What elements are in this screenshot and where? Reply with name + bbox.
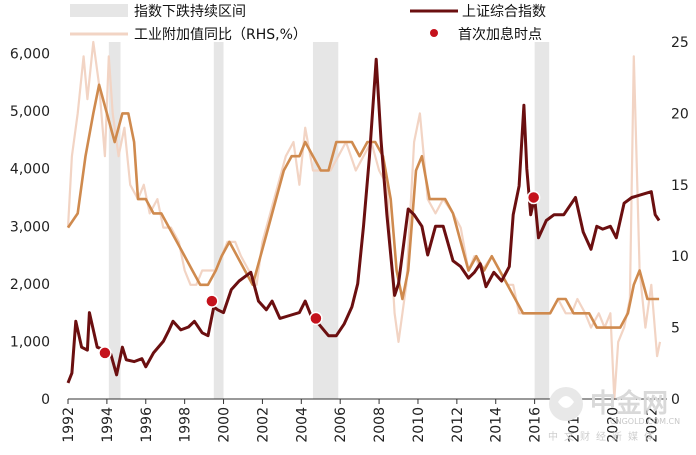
rate-hike-point-1 bbox=[98, 346, 112, 360]
legend-label-band: 指数下跌持续区间 bbox=[134, 3, 246, 20]
axes: 01,0002,0003,0004,0005,0006,000051015202… bbox=[10, 35, 689, 443]
x-tick-label: 1994 bbox=[100, 407, 116, 443]
x-tick-label: 2016 bbox=[528, 407, 544, 443]
x-tick-label: 1996 bbox=[139, 407, 155, 443]
x-tick-label: 2012 bbox=[450, 407, 466, 443]
series-layer bbox=[66, 40, 662, 401]
x-tick-label: 2002 bbox=[255, 407, 271, 443]
x-tick-label: 2020 bbox=[605, 407, 621, 443]
x-tick-label: 2004 bbox=[294, 407, 310, 443]
watermark-logo-mark bbox=[558, 396, 574, 408]
x-tick-label: 2022 bbox=[644, 407, 660, 443]
rate-hike-point-4 bbox=[526, 190, 541, 205]
left-tick-label: 6,000 bbox=[10, 47, 50, 63]
right-tick-label: 20 bbox=[671, 106, 689, 122]
left-tick-label: 1,000 bbox=[10, 334, 50, 350]
watermark-logo-text: 中金网 bbox=[590, 388, 668, 419]
right-tick-label: 5 bbox=[671, 321, 680, 337]
x-tick-label: 2010 bbox=[411, 407, 427, 443]
right-tick-label: 25 bbox=[671, 35, 689, 51]
right-tick-label: 10 bbox=[671, 249, 689, 265]
right-tick-label: 0 bbox=[671, 392, 680, 408]
decline-band-3 bbox=[312, 42, 339, 399]
legend-swatch-band bbox=[70, 4, 128, 17]
decline-band-2 bbox=[213, 42, 224, 399]
left-tick-label: 4,000 bbox=[10, 162, 50, 178]
x-tick-label: 2008 bbox=[372, 407, 388, 443]
watermark-url: CNGOLD.COM.CN bbox=[610, 417, 680, 426]
legend-swatch-hike bbox=[430, 29, 438, 37]
series-line-1 bbox=[66, 57, 661, 384]
x-tick-label: 1992 bbox=[61, 407, 77, 443]
right-tick-label: 15 bbox=[671, 178, 689, 194]
rate-hike-point-3 bbox=[309, 311, 323, 326]
legend-label-index: 上证综合指数 bbox=[462, 4, 546, 20]
rate-hike-points bbox=[98, 190, 541, 360]
decline-bands bbox=[108, 42, 550, 399]
decline-band-4 bbox=[534, 42, 550, 399]
x-tick-label: 2000 bbox=[217, 407, 233, 443]
left-tick-label: 2,000 bbox=[10, 277, 50, 293]
rate-hike-point-2 bbox=[205, 294, 219, 308]
legend-label-ip: 工业附加值同比（RHS,%） bbox=[134, 27, 307, 43]
x-tick-label: 2014 bbox=[489, 407, 505, 443]
series-line-3 bbox=[66, 83, 660, 329]
series-line-2 bbox=[66, 40, 662, 401]
left-tick-label: 3,000 bbox=[10, 219, 50, 235]
x-tick-label: 2006 bbox=[333, 407, 349, 443]
decline-band-1 bbox=[108, 42, 121, 399]
x-tick-label: 1998 bbox=[178, 407, 194, 443]
left-tick-label: 5,000 bbox=[10, 104, 50, 120]
legend-label-hike: 首次加息时点 bbox=[458, 26, 542, 43]
watermark-subtitle: 中文财经新媒体 bbox=[548, 430, 660, 443]
left-tick-label: 0 bbox=[41, 392, 50, 408]
